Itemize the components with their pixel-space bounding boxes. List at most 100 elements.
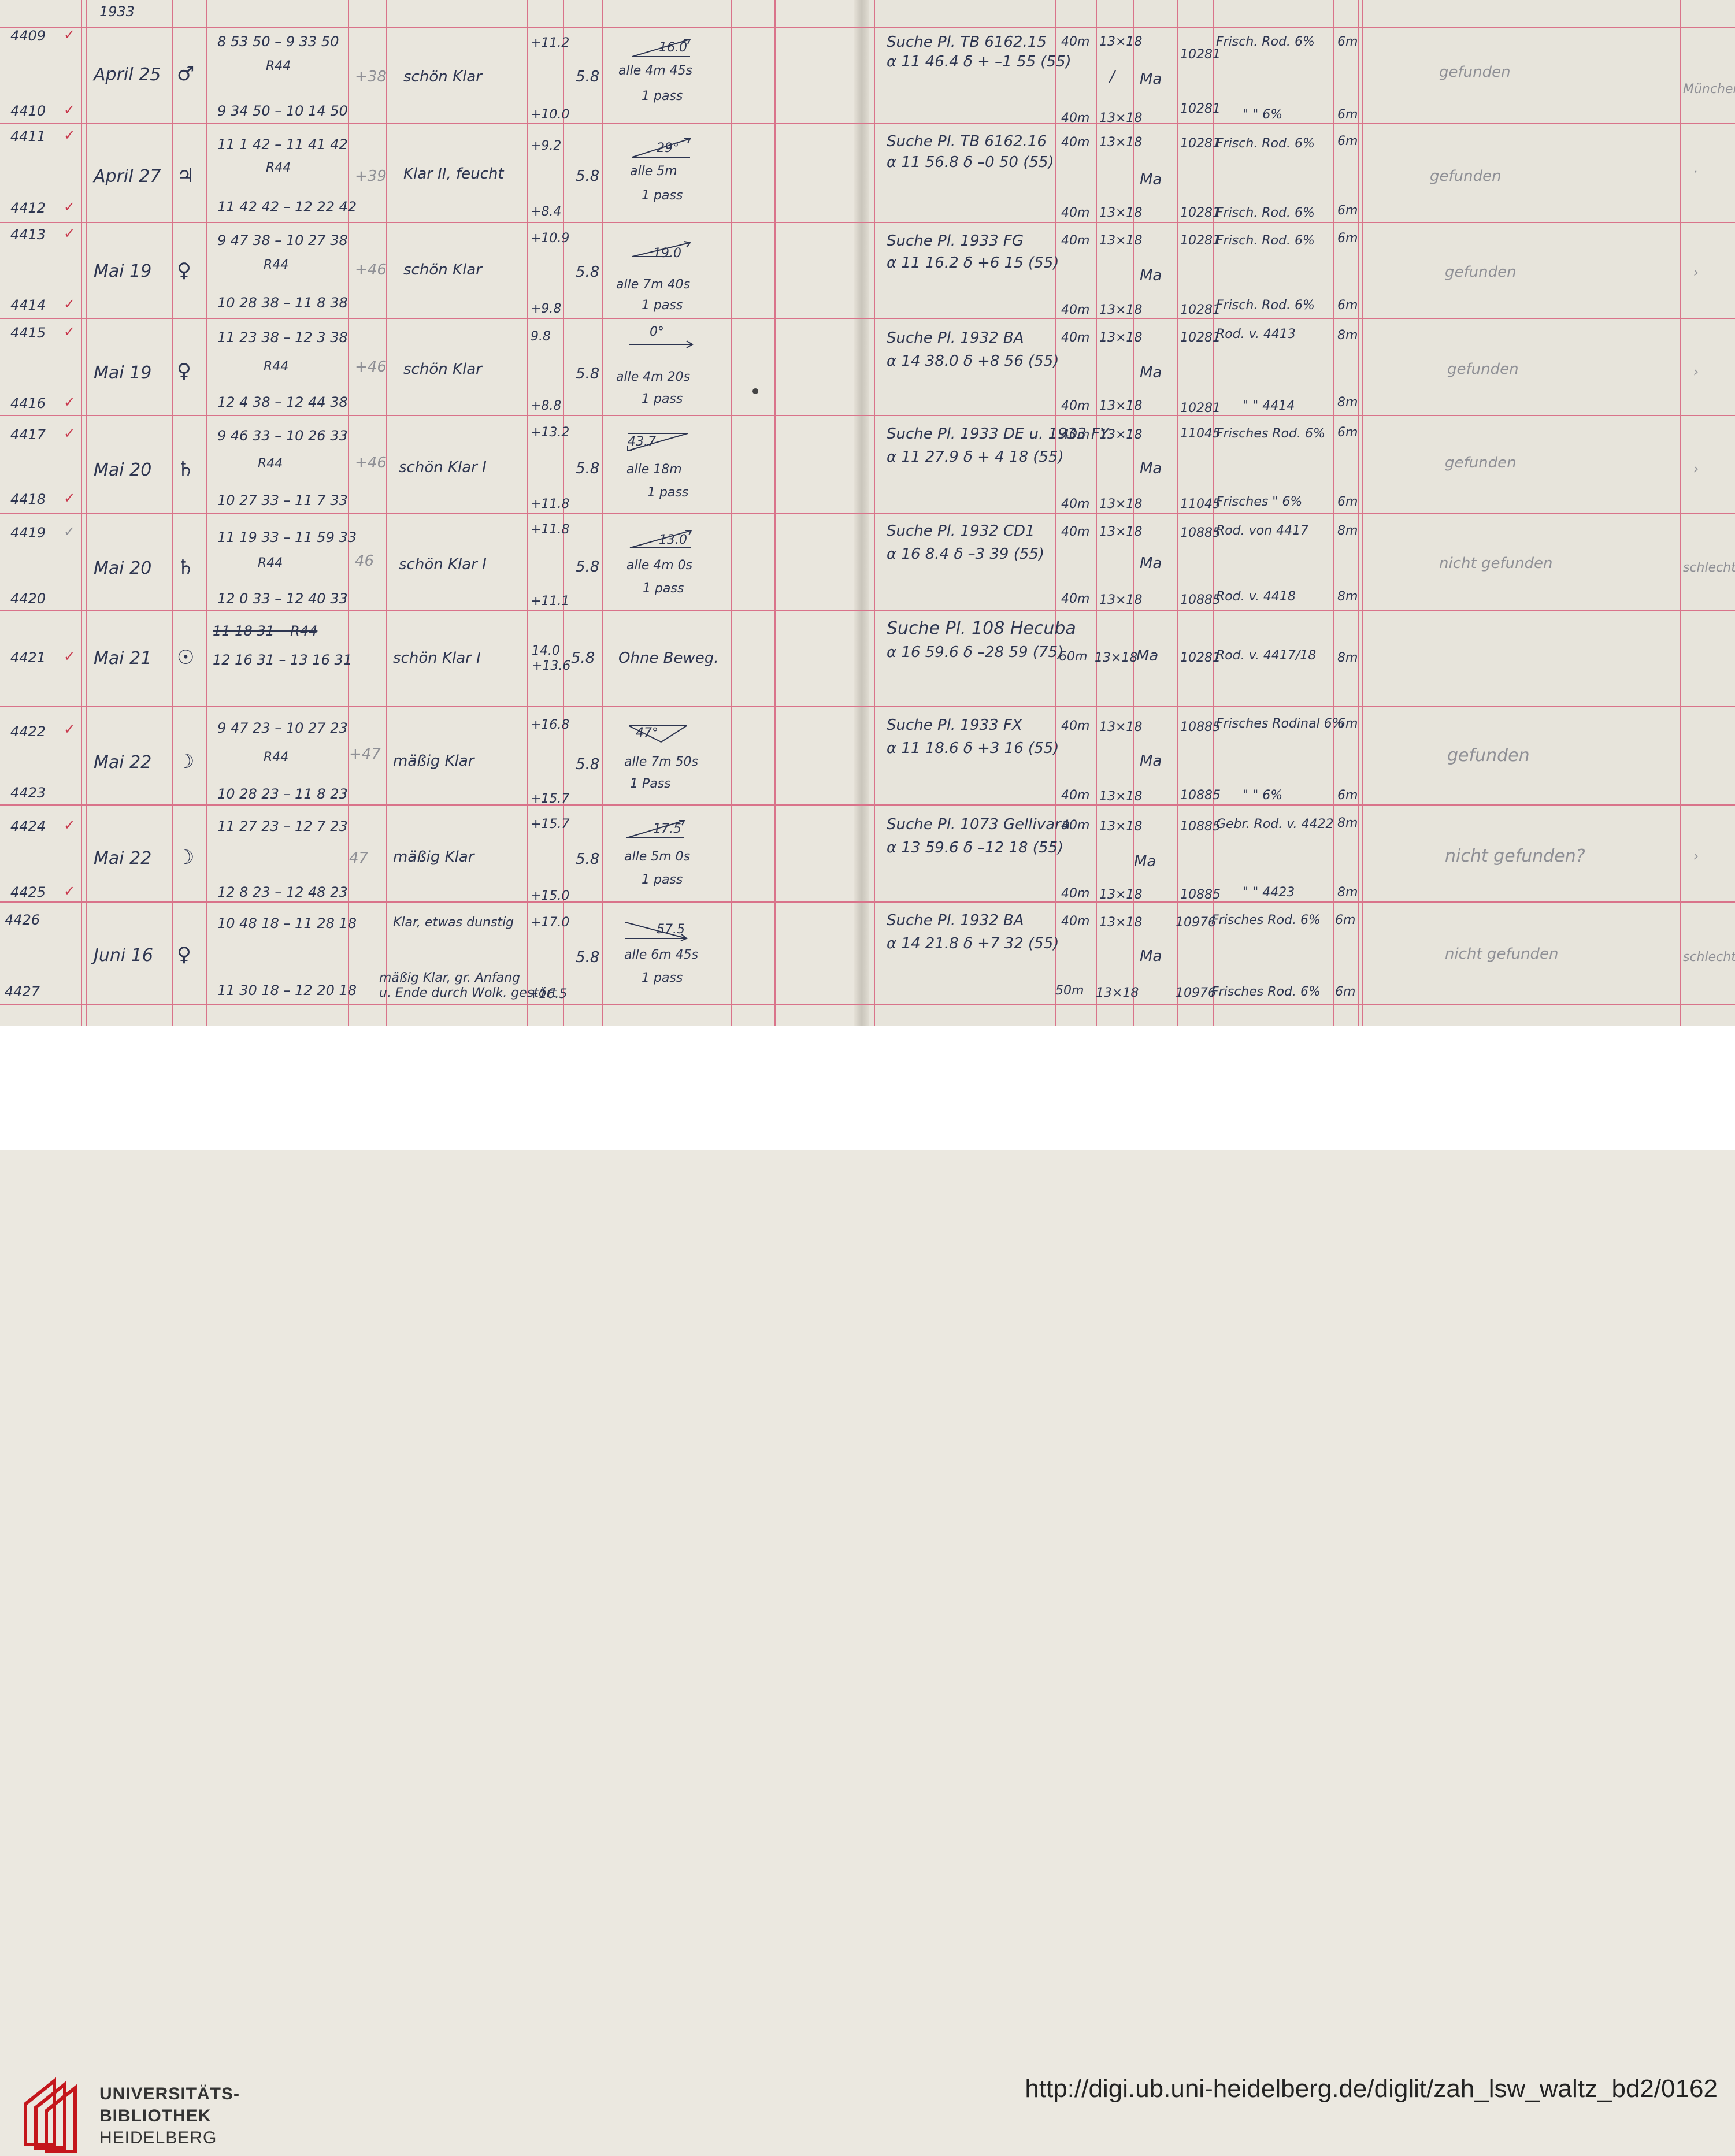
plate-number-first: 4424 (10, 818, 46, 834)
time-first: 11 27 23 – 12 7 23 (217, 818, 348, 834)
plate-size-first: 13×18 (1099, 331, 1143, 345)
exposure-second: 40m (1061, 303, 1090, 317)
remark: › (1693, 462, 1699, 477)
duration-first: 6m (1337, 717, 1358, 731)
time-first: 11 1 42 – 11 41 42 (217, 136, 348, 153)
observer: Ma (1140, 267, 1162, 284)
duration-second: 6m (1337, 495, 1358, 509)
remark: schlecht (1683, 561, 1735, 575)
observer: Ma (1140, 171, 1162, 188)
emulsion-number-first: 10885 (1180, 819, 1221, 834)
check-mark-icon: ✓ (64, 648, 76, 665)
search-target: Suche Pl. 1932 BA (887, 329, 1024, 347)
exposure-first: 40m (1061, 233, 1090, 248)
search-target: Suche Pl. TB 6162.16 (887, 133, 1047, 150)
sky-conditions: mäßig Klar (393, 752, 474, 770)
duration-second: 6m (1337, 298, 1358, 313)
plate-number-first: 4419 (10, 525, 46, 541)
check-mark-icon: ✓ (64, 721, 76, 737)
developer-second: " " 6% (1243, 788, 1283, 803)
temperature-second: +15.7 (531, 792, 570, 806)
time-second: 9 34 50 – 10 14 50 (217, 103, 348, 119)
emulsion-number-first: 10281 (1180, 651, 1221, 665)
check-mark-icon: ✓ (64, 817, 76, 833)
saturn-symbol-icon: ♄ (177, 556, 195, 579)
plate-number-first: 4413 (10, 227, 46, 243)
result: gefunden (1447, 361, 1519, 378)
emulsion-number-second: 10281 (1180, 303, 1221, 317)
rule-horizontal (0, 318, 1735, 319)
emulsion-number-first: 10976 (1176, 915, 1216, 930)
remark: › (1693, 849, 1699, 864)
motion-rate: alle 5m 0s (624, 849, 691, 864)
check-mark-icon: ✓ (64, 102, 76, 118)
venus-symbol-icon: ♀ (177, 359, 191, 383)
duration-second: 8m (1337, 885, 1358, 900)
plate-size-first: 13×18 (1099, 720, 1143, 734)
observer: Ma (1140, 70, 1162, 88)
temperature-first: +10.9 (531, 231, 570, 246)
motion-rate: alle 18m (626, 462, 682, 477)
check-mark-icon: ✓ (64, 324, 76, 340)
result: gefunden (1430, 168, 1502, 185)
search-target: Suche Pl. 1933 FG (887, 232, 1024, 250)
sky-conditions: Klar II, feucht (403, 165, 504, 183)
plate-number-second: 4425 (10, 884, 46, 900)
duration-first: 8m (1337, 816, 1358, 830)
saturn-symbol-icon: ♄ (177, 458, 195, 481)
date: Mai 20 (94, 460, 152, 480)
duration-second: 6m (1337, 107, 1358, 122)
plate-size-first: 13×18 (1099, 915, 1143, 930)
instrument: R44 (258, 556, 283, 570)
observer: Ma (1140, 752, 1162, 770)
plate-size-first: 13×18 (1095, 651, 1138, 665)
passes: 1 pass (647, 485, 689, 500)
temperature-second: +11.1 (531, 594, 570, 608)
motion-arrow-icon (628, 725, 687, 743)
magnitude: 5.8 (576, 949, 600, 966)
jupiter-symbol-icon: ♃ (177, 164, 195, 187)
developer-first: Rod. v. 4417/18 (1216, 648, 1317, 663)
plate-number-first: 4415 (10, 325, 46, 341)
sky-conditions: mäßig Klar (393, 848, 474, 866)
check-mark-icon: ✓ (64, 127, 76, 143)
mars-symbol-icon: ♂ (177, 62, 195, 86)
exposure-second: 40m (1061, 788, 1090, 803)
plate-size-second: 13×18 (1096, 986, 1139, 1000)
source-url-link[interactable]: http://digi.ub.uni-heidelberg.de/diglit/… (1025, 2075, 1718, 2103)
sky-conditions-second: mäßig Klar, gr. Anfang (379, 971, 520, 985)
motion-rate: alle 5m (630, 164, 677, 179)
temperature-first: +17.0 (531, 915, 570, 930)
date: Mai 22 (94, 848, 152, 869)
duration-first: 8m (1337, 651, 1358, 665)
temperature-first: +16.8 (531, 718, 570, 732)
emulsion-number-second: 10976 (1176, 986, 1216, 1000)
plate-size-first: 13×18 (1099, 35, 1143, 49)
rule-horizontal (0, 610, 1735, 611)
duration-second: 8m (1337, 589, 1358, 604)
developer-first: Frisches Rod. 6% (1211, 913, 1321, 927)
result: gefunden (1445, 264, 1517, 281)
search-target: Suche Pl. 1933 FX (887, 717, 1022, 734)
emulsion-number-first: 10281 (1180, 233, 1221, 248)
passes: 1 pass (643, 581, 684, 596)
instrument: R44 (258, 457, 283, 471)
sky-conditions: schön Klar I (399, 459, 487, 476)
time-first: 9 47 23 – 10 27 23 (217, 720, 348, 736)
logo-text-line3: HEIDELBERG (99, 2128, 217, 2147)
time-first: 9 47 38 – 10 27 38 (217, 232, 348, 248)
check-mark-icon: ✓ (64, 524, 76, 540)
motion-arrow-icon (626, 820, 685, 838)
passes: 1 pass (642, 873, 683, 887)
instrument: R44 (264, 750, 289, 765)
plate-number-second: 4420 (10, 591, 46, 607)
motion-rate: alle 4m 20s (616, 370, 691, 384)
time-second: 12 4 38 – 12 44 38 (217, 394, 348, 410)
logo-text-line2: BIBLIOTHEK (99, 2106, 212, 2125)
emulsion-number-first: 10281 (1180, 47, 1221, 62)
search-target: Suche Pl. 1933 DE u. 1933 FY (887, 425, 1109, 443)
developer-second: Rod. v. 4418 (1216, 589, 1296, 604)
plate-number-second: 4427 (5, 984, 40, 1000)
date: Juni 16 (94, 945, 153, 966)
instrument: R44 (266, 59, 291, 73)
